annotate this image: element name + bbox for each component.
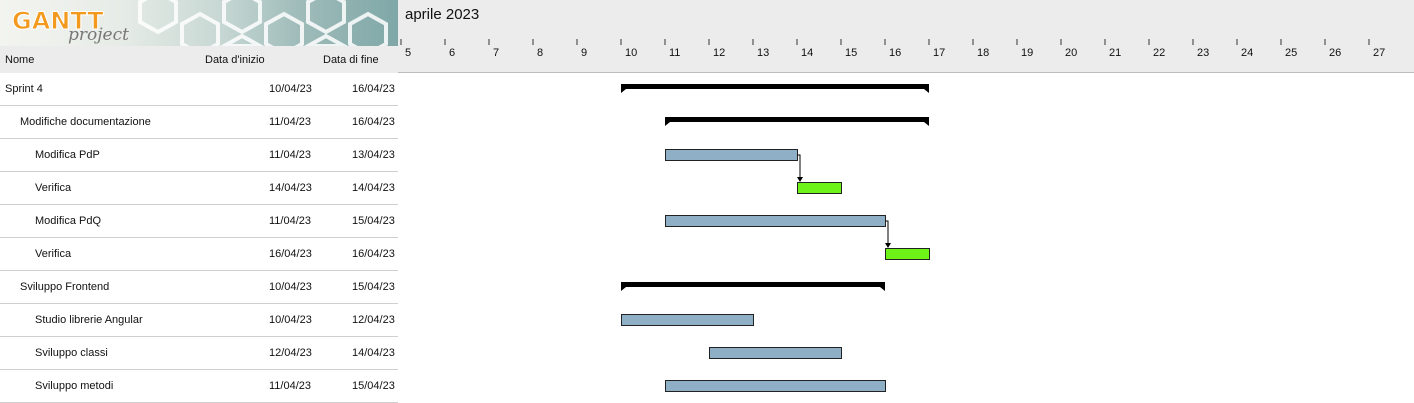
task-end-date[interactable]: 12/04/23 <box>352 314 395 326</box>
day-tick-label: 18 <box>977 47 989 59</box>
task-end-date[interactable]: 15/04/23 <box>352 380 395 392</box>
task-bar <box>665 149 798 161</box>
day-tick-label: 15 <box>845 47 857 59</box>
row-separator <box>0 138 398 139</box>
task-end-date[interactable]: 15/04/23 <box>352 215 395 227</box>
logo-title: GANTT <box>12 7 104 35</box>
task-name[interactable]: Sviluppo Frontend <box>20 281 110 293</box>
task-name[interactable]: Studio librerie Angular <box>35 314 143 326</box>
day-tick-label: 19 <box>1021 47 1033 59</box>
task-bar <box>665 380 886 392</box>
task-end-date[interactable]: 16/04/23 <box>352 116 395 128</box>
row-separator <box>0 336 398 337</box>
task-name[interactable]: Modifiche documentazione <box>20 116 151 128</box>
task-bar <box>709 347 842 359</box>
day-tick-label: 6 <box>449 47 455 59</box>
task-start-date[interactable]: 12/04/23 <box>269 347 312 359</box>
day-tick-label: 5 <box>405 47 411 59</box>
column-header-name[interactable]: Nome <box>5 54 35 66</box>
day-tick-label: 12 <box>713 47 725 59</box>
day-tick-label: 8 <box>537 47 543 59</box>
task-start-date[interactable]: 10/04/23 <box>269 83 312 95</box>
task-bar <box>621 314 754 326</box>
dependency-arrow <box>797 154 801 181</box>
dependency-arrow <box>885 220 889 247</box>
task-start-date[interactable]: 11/04/23 <box>269 116 312 128</box>
task-end-date[interactable]: 16/04/23 <box>352 248 395 260</box>
task-start-date[interactable]: 11/04/23 <box>269 149 312 161</box>
summary-bar <box>621 84 929 93</box>
day-tick-label: 26 <box>1329 47 1341 59</box>
task-name[interactable]: Modifica PdP <box>35 149 100 161</box>
day-tick-label: 17 <box>933 47 945 59</box>
task-end-date[interactable]: 15/04/23 <box>352 281 395 293</box>
task-end-date[interactable]: 16/04/23 <box>352 83 395 95</box>
row-separator <box>0 237 398 238</box>
logo-subtitle: project <box>68 25 129 45</box>
day-tick-label: 21 <box>1109 47 1121 59</box>
task-start-date[interactable]: 10/04/23 <box>269 281 312 293</box>
column-header-start[interactable]: Data d'inizio <box>205 54 265 66</box>
task-name[interactable]: Verifica <box>35 182 72 194</box>
gantt-chart: 5 6 7 8 9 10 11 12 13 14 15 16 17 18 19 20 21 22 23 24 25 26 2… <box>400 39 1385 392</box>
day-tick-label: 11 <box>669 47 680 59</box>
day-tick-label: 27 <box>1373 47 1385 59</box>
day-tick-label: 23 <box>1197 47 1209 59</box>
task-name[interactable]: Modifica PdQ <box>35 215 102 227</box>
task-table-header: Nome Data d'inizio Data di fine <box>0 46 398 73</box>
verify-task-bar <box>797 182 842 194</box>
day-tick-label: 10 <box>625 47 637 59</box>
column-header-end[interactable]: Data di fine <box>323 54 379 66</box>
task-start-date[interactable]: 16/04/23 <box>269 248 312 260</box>
row-separator <box>0 369 398 370</box>
logo-hexagon-pattern: GANTT project <box>12 0 388 46</box>
day-tick-label: 22 <box>1153 47 1165 59</box>
day-tick-label: 24 <box>1241 47 1253 59</box>
day-tick-label: 7 <box>493 47 499 59</box>
task-start-date[interactable]: 14/04/23 <box>269 182 312 194</box>
task-start-date[interactable]: 10/04/23 <box>269 314 312 326</box>
task-start-date[interactable]: 11/04/23 <box>269 380 312 392</box>
task-end-date[interactable]: 13/04/23 <box>352 149 395 161</box>
day-tick-label: 20 <box>1065 47 1077 59</box>
row-separator <box>0 171 398 172</box>
timeline-month-header <box>398 0 1414 33</box>
task-name[interactable]: Verifica <box>35 248 72 260</box>
day-tick-label: 16 <box>889 47 901 59</box>
verify-task-bar <box>885 248 930 260</box>
dependency-arrowhead <box>885 243 891 248</box>
summary-bar <box>621 282 885 291</box>
day-tick-label: 9 <box>581 47 587 59</box>
summary-bar <box>665 117 929 126</box>
task-end-date[interactable]: 14/04/23 <box>352 347 395 359</box>
task-name[interactable]: Sprint 4 <box>5 83 43 95</box>
task-start-date[interactable]: 11/04/23 <box>269 215 312 227</box>
timeline-day-header <box>398 33 1414 73</box>
day-tick-label: 13 <box>757 47 769 59</box>
task-bar <box>665 215 886 227</box>
row-separator <box>0 270 398 271</box>
task-name[interactable]: Sviluppo metodi <box>35 380 114 392</box>
dependency-arrowhead <box>797 177 803 182</box>
day-tick-label: 14 <box>801 47 813 59</box>
row-separator <box>0 204 398 205</box>
row-separator <box>0 303 398 304</box>
day-tick-label: 25 <box>1285 47 1297 59</box>
row-separator <box>0 105 398 106</box>
month-label: aprile 2023 <box>405 6 480 23</box>
task-end-date[interactable]: 14/04/23 <box>352 182 395 194</box>
gantt-project-logo: GANTT project <box>0 0 398 46</box>
task-name[interactable]: Sviluppo classi <box>35 347 108 359</box>
